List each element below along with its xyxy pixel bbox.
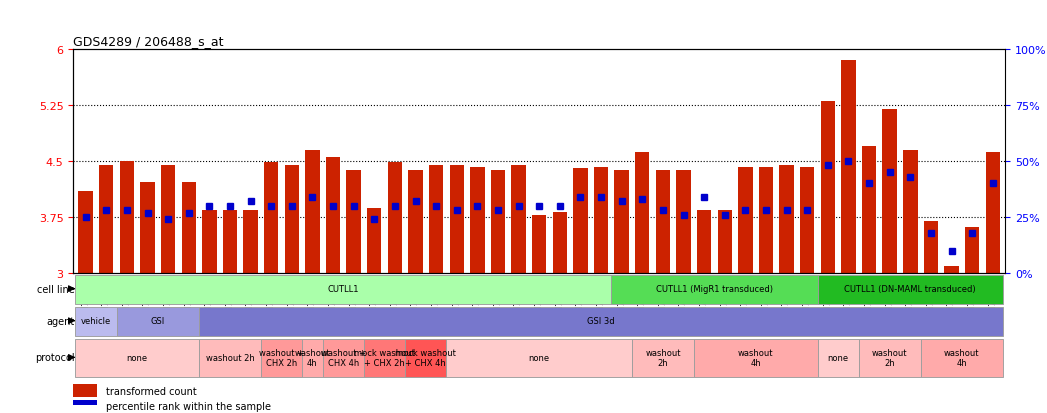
Bar (594, 168, 608, 273)
Bar (119, 161, 134, 273)
Bar (636, 152, 649, 273)
Text: cell line: cell line (37, 284, 74, 294)
Bar (862, 147, 876, 273)
Bar (491, 171, 506, 273)
FancyBboxPatch shape (116, 307, 199, 336)
Bar (306, 150, 319, 273)
FancyBboxPatch shape (920, 339, 1003, 377)
Bar (904, 150, 917, 273)
FancyBboxPatch shape (75, 307, 116, 336)
Text: CUTLL1 (DN-MAML transduced): CUTLL1 (DN-MAML transduced) (845, 285, 976, 293)
Bar (655, 171, 670, 273)
Bar (717, 210, 732, 273)
Bar (944, 266, 959, 273)
FancyBboxPatch shape (322, 339, 364, 377)
Text: washout
2h: washout 2h (872, 348, 908, 367)
Bar (821, 102, 836, 273)
Bar (326, 158, 340, 273)
Bar (532, 215, 547, 273)
Text: none: none (127, 353, 148, 362)
Bar (615, 171, 629, 273)
Text: percentile rank within the sample: percentile rank within the sample (106, 401, 271, 411)
Text: washout
2h: washout 2h (645, 348, 681, 367)
Bar (264, 163, 279, 273)
FancyBboxPatch shape (303, 339, 322, 377)
Bar (697, 210, 711, 273)
Text: none: none (529, 353, 550, 362)
Bar (965, 227, 979, 273)
Bar (573, 169, 587, 273)
Bar (779, 165, 794, 273)
Text: protocol: protocol (35, 353, 74, 363)
FancyBboxPatch shape (446, 339, 632, 377)
Bar (408, 171, 423, 273)
Bar (676, 171, 691, 273)
Bar (759, 168, 773, 273)
Text: CUTLL1 (MigR1 transduced): CUTLL1 (MigR1 transduced) (655, 285, 773, 293)
FancyBboxPatch shape (261, 339, 303, 377)
Bar (511, 165, 526, 273)
Bar (985, 152, 1000, 273)
Text: vehicle: vehicle (81, 316, 111, 325)
Bar (883, 109, 897, 273)
Text: GSI 3d: GSI 3d (587, 316, 615, 325)
FancyBboxPatch shape (632, 339, 694, 377)
Text: none: none (827, 353, 849, 362)
Text: washout
4h: washout 4h (944, 348, 980, 367)
Bar (73, 400, 96, 413)
FancyBboxPatch shape (694, 339, 818, 377)
Text: CUTLL1: CUTLL1 (328, 285, 359, 293)
Text: transformed count: transformed count (106, 386, 197, 396)
FancyBboxPatch shape (405, 339, 446, 377)
Bar (99, 165, 113, 273)
Bar (347, 171, 361, 273)
Bar (923, 221, 938, 273)
FancyBboxPatch shape (75, 275, 611, 304)
Text: washout +
CHX 2h: washout + CHX 2h (259, 348, 304, 367)
Bar (161, 165, 175, 273)
Bar (223, 210, 238, 273)
Bar (800, 168, 815, 273)
FancyBboxPatch shape (611, 275, 818, 304)
FancyBboxPatch shape (859, 339, 920, 377)
Bar (367, 209, 381, 273)
Bar (285, 165, 299, 273)
Bar (79, 191, 93, 273)
Bar (553, 212, 567, 273)
Text: mock washout
+ CHX 2h: mock washout + CHX 2h (354, 348, 415, 367)
Bar (140, 183, 155, 273)
Text: washout 2h: washout 2h (205, 353, 254, 362)
Bar (429, 165, 443, 273)
Bar (841, 61, 855, 273)
FancyBboxPatch shape (75, 339, 199, 377)
Text: agent: agent (46, 316, 74, 326)
Text: mock washout
+ CHX 4h: mock washout + CHX 4h (396, 348, 456, 367)
Bar (243, 210, 258, 273)
Bar (202, 210, 217, 273)
Bar (181, 183, 196, 273)
Bar (73, 384, 96, 397)
Text: washout
4h: washout 4h (738, 348, 774, 367)
Bar (470, 168, 485, 273)
FancyBboxPatch shape (364, 339, 405, 377)
FancyBboxPatch shape (818, 275, 1003, 304)
Text: GSI: GSI (151, 316, 165, 325)
Text: washout
4h: washout 4h (294, 348, 330, 367)
Text: washout +
CHX 4h: washout + CHX 4h (320, 348, 365, 367)
Bar (449, 165, 464, 273)
FancyBboxPatch shape (199, 339, 261, 377)
FancyBboxPatch shape (818, 339, 859, 377)
Text: GDS4289 / 206488_s_at: GDS4289 / 206488_s_at (73, 36, 224, 48)
FancyBboxPatch shape (199, 307, 1003, 336)
Bar (387, 163, 402, 273)
Bar (738, 168, 753, 273)
